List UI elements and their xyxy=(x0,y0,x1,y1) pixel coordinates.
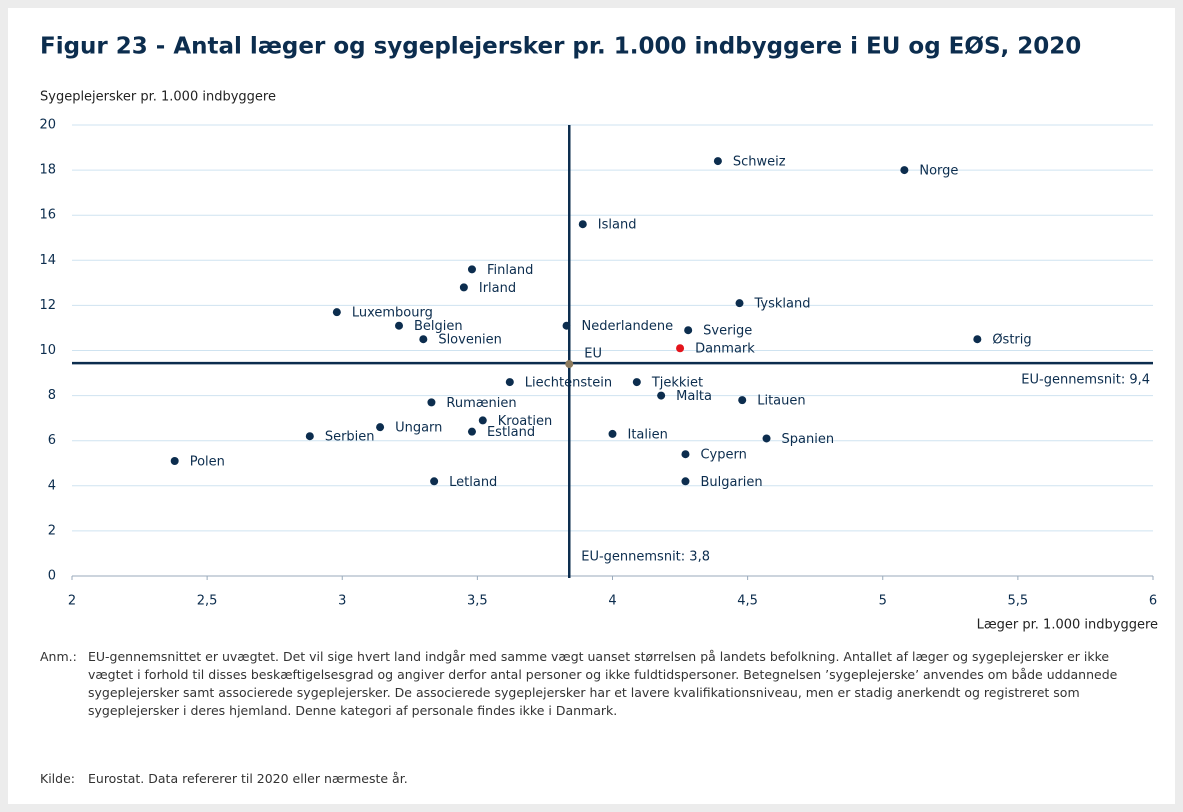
point xyxy=(395,321,404,330)
point xyxy=(681,477,690,486)
point xyxy=(681,450,690,459)
point xyxy=(170,456,179,465)
point-label: Cypern xyxy=(700,448,746,463)
y-tick-label: 16 xyxy=(39,208,56,223)
point xyxy=(713,157,722,166)
point xyxy=(459,283,468,292)
y-tick-label: 20 xyxy=(39,118,56,133)
point xyxy=(467,427,476,436)
point xyxy=(467,265,476,274)
point xyxy=(376,423,385,432)
note-text: EU-gennemsnittet er uvægtet. Det vil sig… xyxy=(88,649,1118,718)
point xyxy=(684,326,693,335)
point xyxy=(973,335,982,344)
point-label: Ungarn xyxy=(395,421,442,436)
point xyxy=(562,321,571,330)
note: Anm.: EU-gennemsnittet er uvægtet. Det v… xyxy=(40,648,1140,720)
point-label: Tyskland xyxy=(754,297,811,312)
point xyxy=(578,220,587,229)
point-label: Estland xyxy=(487,425,535,440)
point xyxy=(762,434,771,443)
y-tick-label: 14 xyxy=(39,253,56,268)
source: Kilde: Eurostat. Data refererer til 2020… xyxy=(40,770,1140,788)
point xyxy=(632,378,641,387)
point-label: Liechtenstein xyxy=(525,376,612,391)
point-label: Østrig xyxy=(992,333,1031,348)
point-label: Litauen xyxy=(757,394,805,409)
x-tick-label: 5,5 xyxy=(1008,594,1029,609)
point-label: Italien xyxy=(628,427,668,442)
y-tick-label: 6 xyxy=(48,433,56,448)
x-tick-label: 5 xyxy=(879,594,887,609)
point xyxy=(676,344,685,353)
x-tick-label: 4,5 xyxy=(737,594,758,609)
point-label: Island xyxy=(598,218,637,233)
point-label: Slovenien xyxy=(438,333,502,348)
x-tick-label: 2,5 xyxy=(197,594,218,609)
x-axis-title: Læger pr. 1.000 indbyggere xyxy=(977,618,1158,633)
point xyxy=(419,335,428,344)
source-text: Eurostat. Data refererer til 2020 eller … xyxy=(88,771,408,786)
point-label: Finland xyxy=(487,263,533,278)
point-label: Irland xyxy=(479,281,516,296)
point-label: Bulgarien xyxy=(700,475,762,490)
y-tick-label: 18 xyxy=(39,163,56,178)
y-tick-label: 4 xyxy=(48,478,56,493)
point xyxy=(332,308,341,317)
point-label: Danmark xyxy=(695,342,755,357)
card: Figur 23 - Antal læger og sygeplejersker… xyxy=(8,8,1175,804)
chart-title: Figur 23 - Antal læger og sygeplejersker… xyxy=(40,34,1081,60)
x-tick-label: 4 xyxy=(608,594,616,609)
point xyxy=(427,398,436,407)
point-label: Schweiz xyxy=(733,155,786,170)
point xyxy=(900,166,909,175)
y-tick-label: 0 xyxy=(48,569,56,584)
point-label: EU xyxy=(584,347,602,362)
point xyxy=(505,378,514,387)
x-tick-label: 2 xyxy=(68,594,76,609)
point-label: Nederlandene xyxy=(582,319,674,334)
point xyxy=(478,416,487,425)
point-label: Kroatien xyxy=(498,414,552,429)
y-tick-label: 2 xyxy=(48,523,56,538)
point xyxy=(608,429,617,438)
point xyxy=(430,477,439,486)
point xyxy=(657,391,666,400)
point xyxy=(735,299,744,308)
point xyxy=(305,432,314,441)
point xyxy=(738,396,747,405)
x-tick-label: 6 xyxy=(1149,594,1157,609)
x-tick-label: 3,5 xyxy=(467,594,488,609)
y-tick-label: 8 xyxy=(48,388,56,403)
point-label: Belgien xyxy=(414,319,463,334)
point-label: Polen xyxy=(190,454,225,469)
point-label: Letland xyxy=(449,475,497,490)
y-axis-title: Sygeplejersker pr. 1.000 indbyggere xyxy=(40,90,276,105)
y-tick-label: 10 xyxy=(39,343,56,358)
source-label: Kilde: xyxy=(40,771,75,786)
point-label: Malta xyxy=(676,389,712,404)
reference-label: EU-gennemsnit: 3,8 xyxy=(581,550,710,565)
point-label: Serbien xyxy=(325,430,375,445)
point-label: Rumænien xyxy=(446,396,516,411)
reference-label: EU-gennemsnit: 9,4 xyxy=(1021,373,1150,388)
y-tick-label: 12 xyxy=(39,298,56,313)
point-label: Sverige xyxy=(703,324,752,339)
x-tick-label: 3 xyxy=(338,594,346,609)
note-label: Anm.: xyxy=(40,649,77,664)
point-label: Spanien xyxy=(782,432,835,447)
point-label: Tjekkiet xyxy=(651,376,703,391)
point-label: Norge xyxy=(919,164,958,179)
point xyxy=(565,360,574,369)
point-label: Luxembourg xyxy=(352,306,433,321)
chart: Figur 23 - Antal læger og sygeplejersker… xyxy=(39,34,1158,633)
